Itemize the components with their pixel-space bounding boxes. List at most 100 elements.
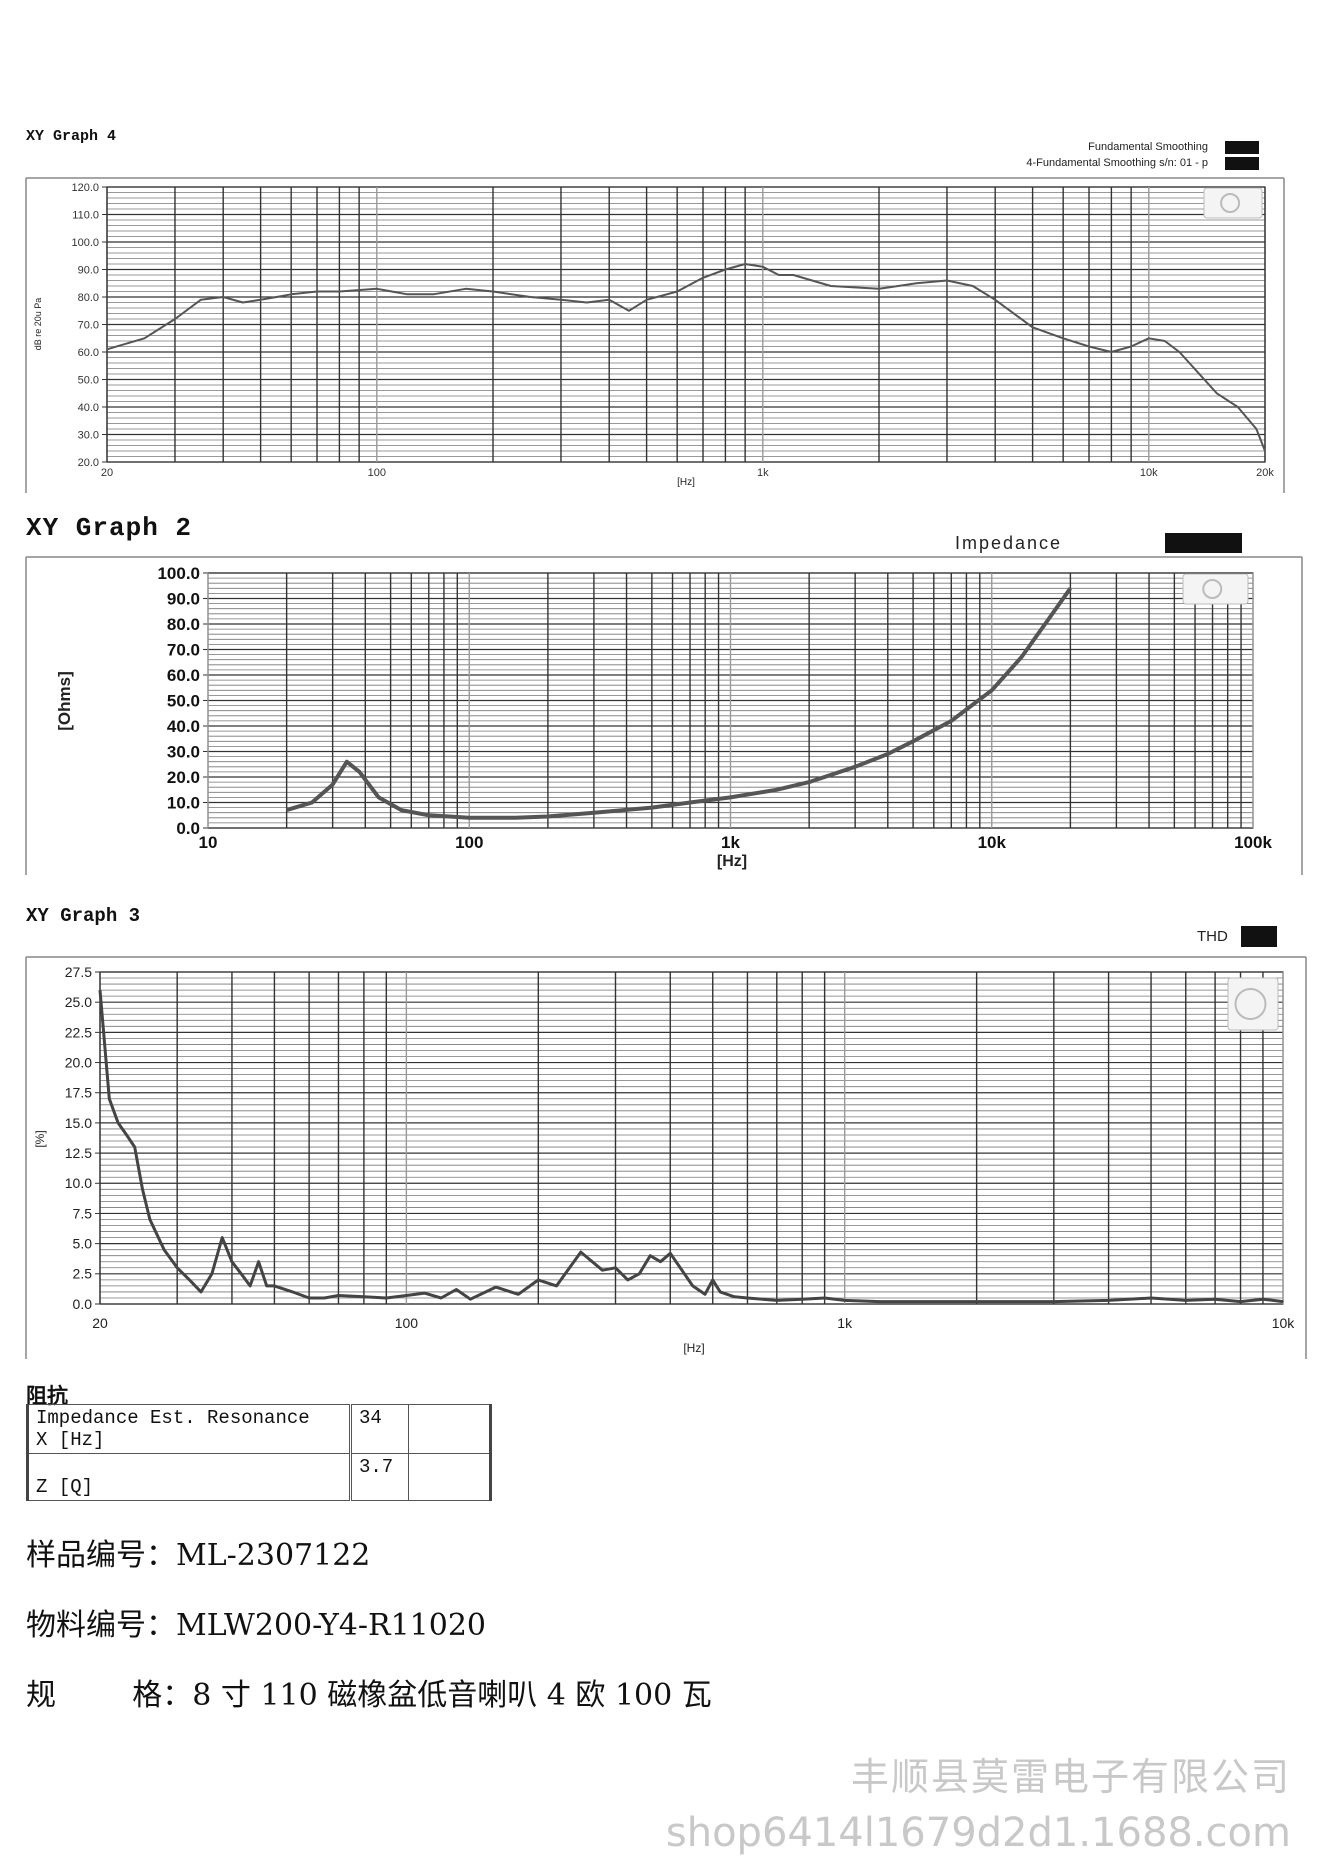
data-point [608, 299, 610, 301]
graph4-legend-1: Fundamental Smoothing [1088, 141, 1208, 153]
graph3-legend-swatch-1 [1241, 926, 1277, 947]
resonance-unit-label: X [Hz] [36, 1429, 105, 1451]
data-point [676, 290, 678, 293]
data-point [106, 348, 108, 350]
data-point [405, 1294, 407, 1297]
data-point [495, 1286, 497, 1288]
data-point [1032, 326, 1034, 328]
chart-1-plot: 20.0 30.0 40.0 50.0 60.0 70.0 80.0 90.0 100.0 110… [25, 177, 1285, 493]
data-point [586, 301, 588, 304]
data-point [1069, 587, 1071, 589]
data-point [775, 789, 778, 791]
data-point [593, 812, 595, 814]
graph2-legend-swatch-1 [1165, 533, 1242, 553]
data-point [423, 1292, 426, 1294]
data-point [1020, 656, 1023, 658]
x-tick-label: 100 [455, 833, 483, 852]
y-tick-label: 0.0 [176, 819, 200, 838]
data-point [692, 1285, 694, 1287]
data-point [950, 720, 952, 722]
data-point [776, 1299, 778, 1301]
data-point [311, 801, 313, 804]
data-point [627, 1279, 629, 1281]
data-point [400, 809, 403, 811]
x-tick-label: 10 [199, 833, 218, 852]
data-point [529, 296, 532, 298]
data-point [249, 1285, 251, 1287]
watermark-url: shop6414l1679d2d1.1688.com [665, 1810, 1291, 1856]
data-point [231, 1261, 233, 1263]
data-point [492, 290, 494, 293]
data-point [176, 1267, 178, 1269]
data-point [702, 277, 704, 279]
data-point [1110, 351, 1112, 353]
y-tick-label: 5.0 [73, 1236, 93, 1252]
data-point [211, 1273, 213, 1275]
data-point [134, 1146, 136, 1148]
data-point [1255, 428, 1258, 430]
data-point [1237, 406, 1239, 408]
data-point [363, 1296, 365, 1298]
data-point [432, 293, 434, 295]
data-point [1262, 1298, 1264, 1300]
y-tick-label: 22.5 [65, 1024, 92, 1040]
y-tick-label: 2.5 [73, 1266, 93, 1282]
data-point [991, 689, 993, 691]
y-tick-label: 60.0 [167, 666, 200, 685]
data-point [719, 1291, 721, 1293]
y-tick-label: 17.5 [65, 1085, 92, 1101]
data-point [1185, 1299, 1187, 1301]
data-point [221, 1237, 223, 1239]
data-point [921, 1300, 923, 1303]
data-point [376, 288, 378, 290]
data-point [99, 989, 101, 991]
graph4-legend-swatch-1 [1225, 141, 1259, 154]
y-tick-label: 10.0 [167, 793, 200, 812]
x-axis-label: [Hz] [683, 1341, 704, 1355]
data-point [1216, 392, 1218, 394]
specification: 规 格：8 寸 110 磁橡盆低音喇叭 4 欧 100 瓦 [26, 1670, 712, 1714]
data-point [744, 263, 746, 265]
specification-value: 8 寸 110 磁橡盆低音喇叭 4 欧 100 瓦 [192, 1678, 712, 1713]
data-point [555, 1285, 558, 1287]
table-cell-empty [408, 1453, 491, 1501]
data-point [762, 266, 764, 268]
data-point [729, 796, 732, 799]
data-point [222, 296, 224, 298]
y-tick-label: 40.0 [78, 402, 99, 414]
data-point [659, 1261, 662, 1263]
y-tick-label: 90.0 [167, 589, 200, 608]
data-point [337, 1294, 340, 1297]
data-point [1178, 351, 1180, 353]
data-point [440, 1297, 442, 1299]
data-point [266, 1285, 268, 1287]
y-tick-label: 12.5 [65, 1145, 92, 1161]
data-point [669, 1252, 671, 1254]
y-tick-label: 15.0 [65, 1115, 92, 1131]
y-tick-label: 50.0 [78, 374, 99, 386]
data-point [712, 1279, 714, 1281]
data-point [946, 279, 948, 282]
data-point [689, 801, 691, 804]
y-tick-label: 10.0 [65, 1175, 92, 1191]
data-point [260, 299, 262, 301]
data-point [273, 1285, 276, 1287]
y-tick-label: 70.0 [78, 319, 99, 331]
x-tick-label: 100 [395, 1315, 419, 1331]
data-point [455, 1288, 457, 1291]
material-number: 物料编号：MLW200-Y4-R11020 [26, 1608, 487, 1643]
data-point [468, 817, 470, 819]
data-point [976, 1300, 978, 1303]
table-row: Z [Q] 3.7 [27, 1453, 491, 1501]
data-point [704, 1293, 706, 1295]
y-tick-label: 25.0 [65, 994, 92, 1010]
data-point [580, 1251, 582, 1253]
graph4-legend-swatch-2 [1225, 157, 1259, 170]
data-point [1214, 1298, 1216, 1300]
data-point [1148, 337, 1150, 339]
y-tick-label: 60.0 [78, 347, 99, 359]
data-point [1264, 450, 1266, 452]
y-tick-label: 110.0 [72, 209, 99, 221]
data-point [149, 1218, 151, 1221]
data-point [878, 288, 880, 290]
